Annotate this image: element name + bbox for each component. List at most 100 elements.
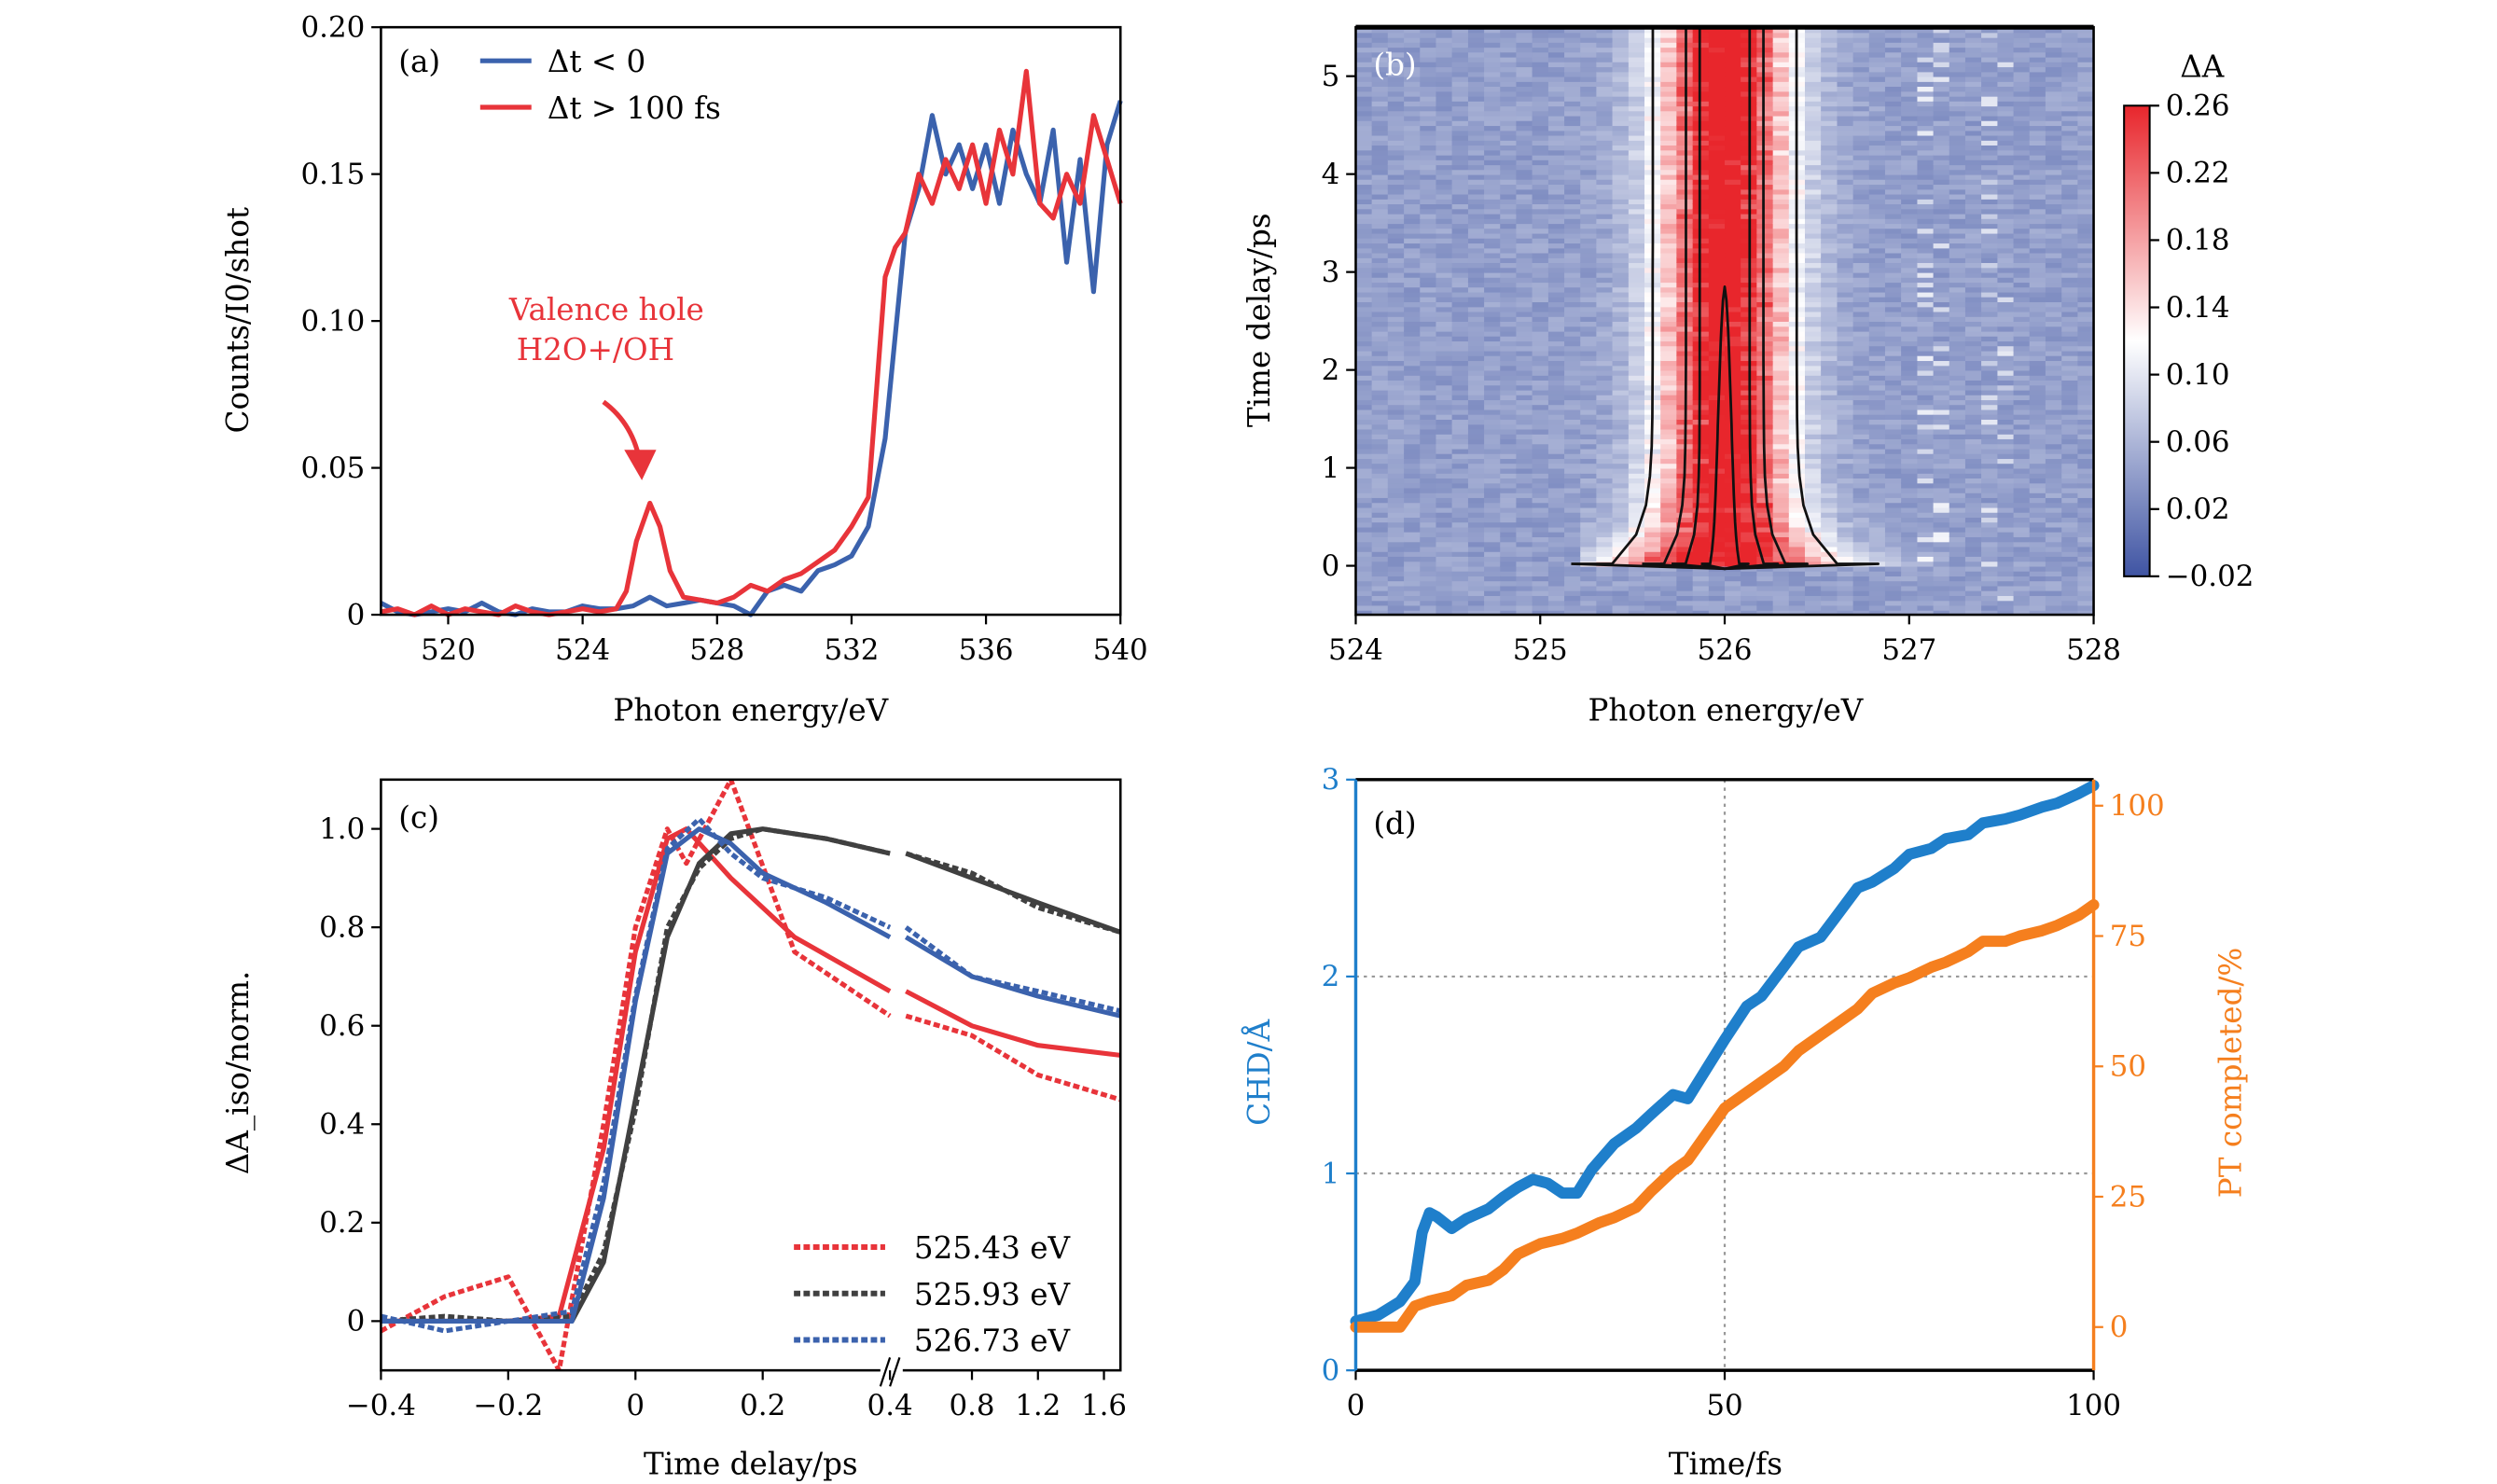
heatmap-cell xyxy=(1949,125,1966,132)
heatmap-cell xyxy=(1532,604,1549,611)
heatmap-cell xyxy=(1725,384,1742,391)
heatmap-cell xyxy=(1355,389,1373,395)
heatmap-cell xyxy=(1564,585,1582,591)
heatmap-cell xyxy=(1532,541,1549,548)
heatmap-cell xyxy=(1868,394,1886,401)
heatmap-cell xyxy=(1564,526,1582,533)
heatmap-cell xyxy=(1884,36,1902,43)
heatmap-cell xyxy=(1420,497,1437,504)
heatmap-cell xyxy=(1964,315,1982,322)
heatmap-cell xyxy=(1772,159,1790,166)
heatmap-cell xyxy=(1804,482,1823,489)
heatmap-cell xyxy=(1596,482,1614,489)
heatmap-cell xyxy=(1660,193,1678,200)
heatmap-cell xyxy=(1451,223,1469,229)
heatmap-cell xyxy=(1580,286,1598,293)
heatmap-cell xyxy=(1420,71,1437,77)
heatmap-cell xyxy=(1387,345,1405,352)
heatmap-cell xyxy=(1628,550,1645,557)
heatmap-cell xyxy=(1756,394,1774,401)
heatmap-cell xyxy=(1772,228,1790,234)
heatmap-cell xyxy=(1500,217,1518,225)
heatmap-cell xyxy=(1532,350,1549,356)
heatmap-cell xyxy=(1884,252,1902,258)
heatmap-cell xyxy=(1901,452,1919,460)
heatmap-cell xyxy=(1644,609,1662,616)
heatmap-cell xyxy=(1837,110,1854,117)
heatmap-cell xyxy=(1420,119,1437,127)
heatmap-cell xyxy=(1516,600,1533,606)
heatmap-cell xyxy=(1868,71,1886,77)
heatmap-cell xyxy=(1547,419,1565,425)
heatmap-cell xyxy=(1516,585,1533,591)
heatmap-cell xyxy=(1547,452,1565,460)
heatmap-cell xyxy=(1981,232,1999,239)
heatmap-cell xyxy=(1420,169,1437,175)
heatmap-cell xyxy=(1725,350,1742,356)
heatmap-cell xyxy=(1964,149,1982,156)
heatmap-cell xyxy=(1436,315,1453,322)
heatmap-cell xyxy=(1436,296,1453,303)
heatmap-cell xyxy=(1355,326,1373,332)
heatmap-cell xyxy=(1628,595,1645,602)
heatmap-cell xyxy=(1371,541,1389,548)
heatmap-cell xyxy=(1692,404,1710,410)
heatmap-cell xyxy=(1884,41,1902,49)
heatmap-cell xyxy=(1387,139,1405,146)
heatmap-cell xyxy=(1420,110,1437,117)
heatmap-cell xyxy=(1725,203,1742,210)
heatmap-cell xyxy=(1917,521,1935,528)
heatmap-cell xyxy=(1387,296,1405,303)
heatmap-cell xyxy=(1500,247,1518,254)
heatmap-cell xyxy=(1436,149,1453,156)
heatmap-cell xyxy=(1371,257,1389,263)
heatmap-cell xyxy=(1901,184,1919,190)
heatmap-cell xyxy=(1420,173,1437,180)
heatmap-cell xyxy=(1708,217,1726,225)
heatmap-cell xyxy=(1628,369,1645,376)
heatmap-cell xyxy=(1612,570,1630,577)
heatmap-cell xyxy=(1484,115,1502,121)
heatmap-cell xyxy=(1404,27,1422,34)
heatmap-cell xyxy=(1868,595,1886,602)
heatmap-cell xyxy=(1532,173,1549,180)
heatmap-cell xyxy=(1484,452,1502,460)
heatmap-cell xyxy=(1868,467,1886,474)
heatmap-cell xyxy=(1933,291,1950,298)
heatmap-cell xyxy=(1852,188,1870,195)
heatmap-cell xyxy=(1451,409,1469,415)
heatmap-cell xyxy=(1484,340,1502,347)
heatmap-cell xyxy=(1580,51,1598,58)
heatmap-cell xyxy=(1580,360,1598,367)
heatmap-cell xyxy=(1917,169,1935,175)
heatmap-cell xyxy=(1420,350,1437,356)
heatmap-cell xyxy=(1901,438,1919,445)
heatmap-cell xyxy=(1804,399,1823,406)
heatmap-cell xyxy=(1451,228,1469,234)
heatmap-cell xyxy=(1772,580,1790,587)
heatmap-cell xyxy=(1500,438,1518,445)
heatmap-cell xyxy=(1420,389,1437,395)
heatmap-cell xyxy=(1725,291,1742,298)
heatmap-cell xyxy=(1436,243,1453,249)
heatmap-cell xyxy=(1500,291,1518,298)
heatmap-cell xyxy=(1725,585,1742,591)
heatmap-cell xyxy=(1804,419,1823,425)
heatmap-cell xyxy=(1404,232,1422,239)
heatmap-cell xyxy=(1933,66,1950,73)
heatmap-cell xyxy=(1404,399,1422,406)
heatmap-cell xyxy=(1516,340,1533,347)
heatmap-cell xyxy=(1564,369,1582,376)
heatmap-cell xyxy=(1821,149,1838,156)
heatmap-cell xyxy=(1500,589,1518,596)
heatmap-cell xyxy=(1596,203,1614,210)
heatmap-cell xyxy=(1692,345,1710,352)
heatmap-cell xyxy=(1451,154,1469,160)
heatmap-cell xyxy=(1404,340,1422,347)
heatmap-cell xyxy=(1964,115,1982,121)
heatmap-cell xyxy=(1964,404,1982,410)
heatmap-cell xyxy=(1564,595,1582,602)
heatmap-cell xyxy=(1884,369,1902,376)
heatmap-cell xyxy=(1981,365,1999,371)
heatmap-cell xyxy=(1451,51,1469,58)
